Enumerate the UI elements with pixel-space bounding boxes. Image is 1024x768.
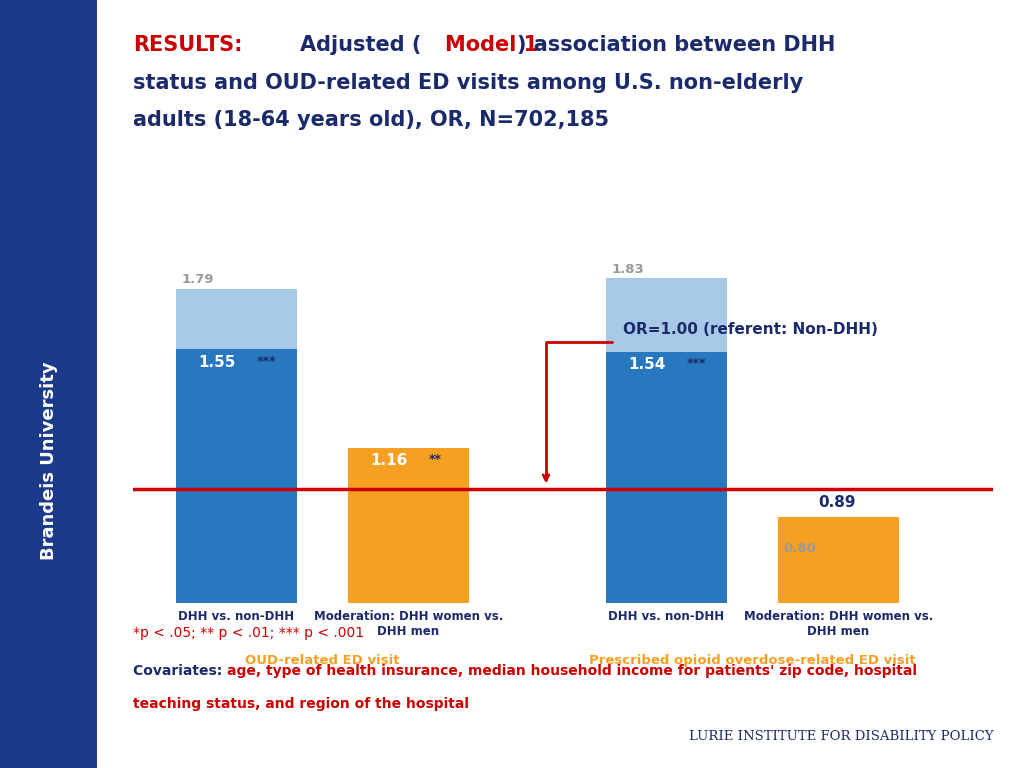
- Text: teaching status, and region of the hospital: teaching status, and region of the hospi…: [133, 697, 469, 710]
- Text: Adjusted (: Adjusted (: [271, 35, 422, 55]
- Bar: [176, 289, 297, 349]
- Text: Covariates:: Covariates:: [133, 664, 227, 678]
- Text: RESULTS:: RESULTS:: [133, 35, 243, 55]
- Text: 1.16: 1.16: [371, 453, 408, 468]
- Text: 1.83: 1.83: [611, 263, 644, 276]
- Text: OUD-related ED visit: OUD-related ED visit: [245, 654, 399, 667]
- Bar: [176, 349, 297, 603]
- Text: Brandeis University: Brandeis University: [40, 362, 57, 560]
- Text: 0.89: 0.89: [818, 495, 855, 511]
- Text: 1.55: 1.55: [199, 355, 236, 369]
- Bar: [778, 540, 899, 603]
- Text: Moderation: DHH women vs.
DHH men: Moderation: DHH women vs. DHH men: [743, 611, 933, 638]
- Text: *p < .05; ** p < .01; *** p < .001: *p < .05; ** p < .01; *** p < .001: [133, 626, 365, 640]
- Text: LURIE INSTITUTE FOR DISABILITY POLICY: LURIE INSTITUTE FOR DISABILITY POLICY: [689, 730, 993, 743]
- Text: 0.80: 0.80: [783, 542, 816, 555]
- Text: DHH vs. non-DHH: DHH vs. non-DHH: [608, 611, 725, 624]
- Bar: [778, 517, 899, 603]
- Text: Moderation: DHH women vs.
DHH men: Moderation: DHH women vs. DHH men: [313, 611, 503, 638]
- Bar: [606, 352, 727, 603]
- Text: ***: ***: [257, 355, 276, 368]
- Bar: [348, 449, 469, 603]
- Bar: [606, 279, 727, 352]
- Text: Model 1: Model 1: [445, 35, 539, 55]
- Text: OR=1.00 (referent: Non-DHH): OR=1.00 (referent: Non-DHH): [624, 322, 879, 337]
- Text: DHH vs. non-DHH: DHH vs. non-DHH: [178, 611, 295, 624]
- Text: adults (18-64 years old), OR, N=702,185: adults (18-64 years old), OR, N=702,185: [133, 110, 609, 130]
- Text: ***: ***: [687, 357, 707, 370]
- Bar: [778, 517, 899, 603]
- Text: age, type of health insurance, median household income for patients' zip code, h: age, type of health insurance, median ho…: [227, 664, 918, 678]
- Text: status and OUD-related ED visits among U.S. non-elderly: status and OUD-related ED visits among U…: [133, 73, 804, 93]
- Text: **: **: [429, 453, 442, 466]
- Text: 1.79: 1.79: [181, 273, 214, 286]
- Text: 1.54: 1.54: [629, 357, 666, 372]
- Text: Prescribed opioid overdose-related ED visit: Prescribed opioid overdose-related ED vi…: [589, 654, 915, 667]
- Text: ) association between DHH: ) association between DHH: [517, 35, 836, 55]
